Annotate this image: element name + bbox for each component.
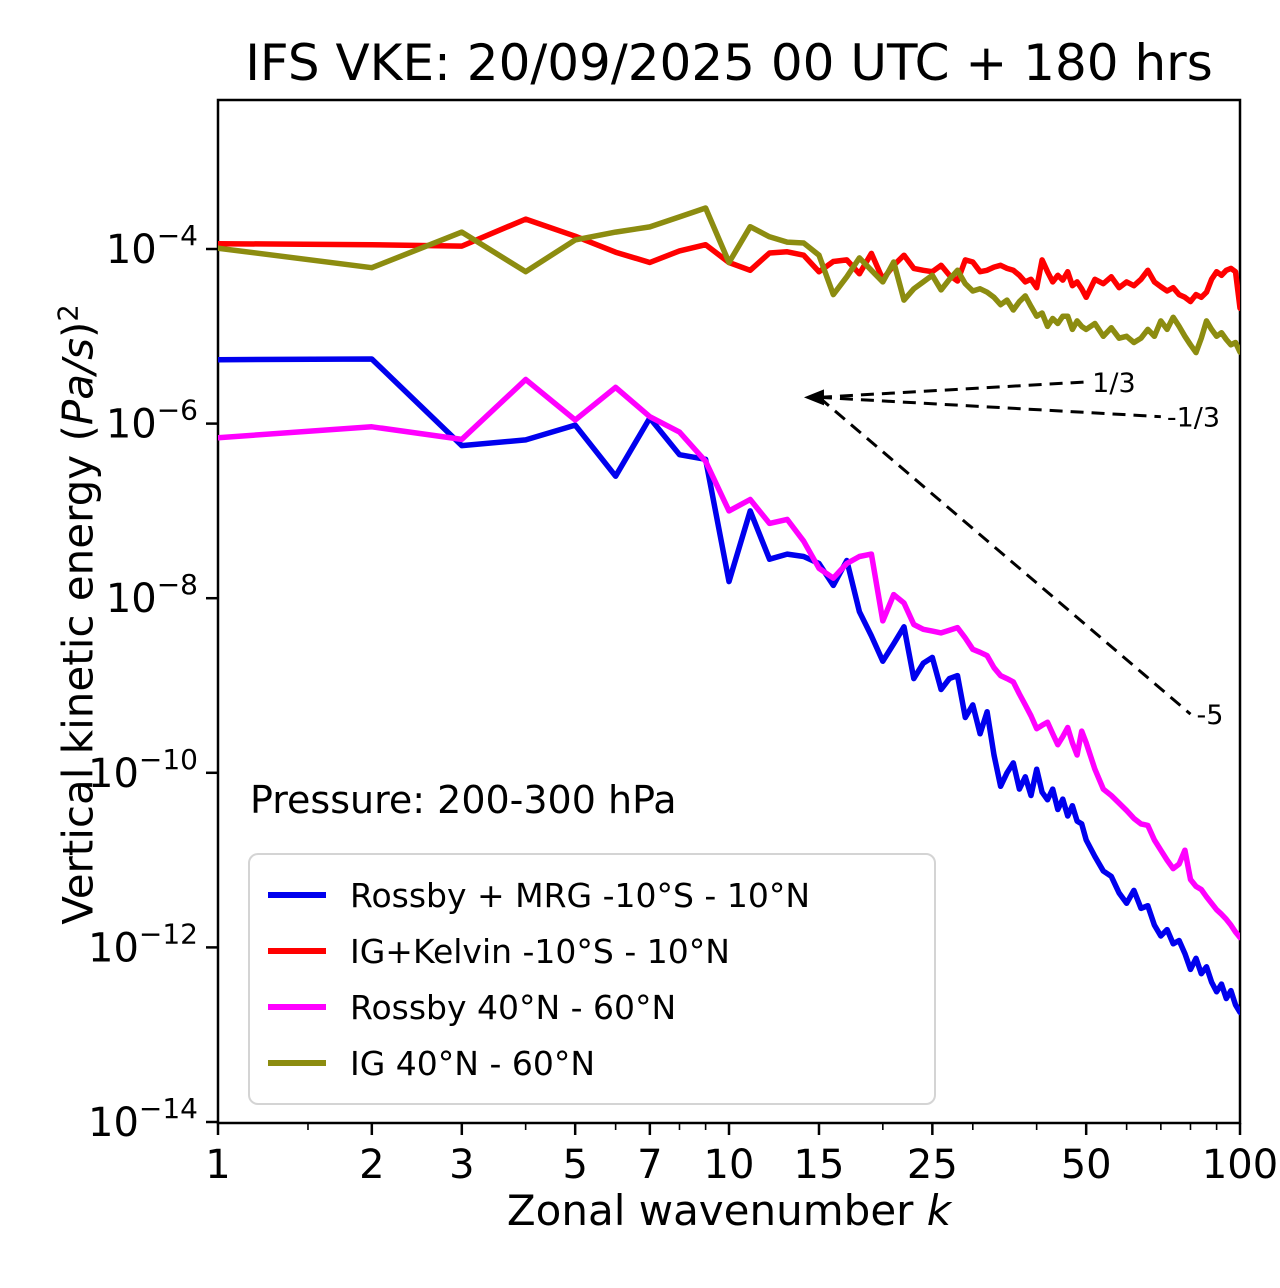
x-axis-label-symbol: k bbox=[926, 1186, 952, 1235]
series-line-ig-kelvin-10-s-10-n bbox=[218, 216, 1240, 311]
legend-label: Rossby + MRG -10°S - 10°N bbox=[350, 875, 811, 915]
legend-label: IG+Kelvin -10°S - 10°N bbox=[350, 931, 730, 971]
legend: Rossby + MRG -10°S - 10°N IG+Kelvin -10°S… bbox=[248, 853, 936, 1105]
y-axis-label-units: Pa/s bbox=[53, 337, 103, 426]
y-axis-label-close: ) bbox=[53, 321, 103, 338]
y-tick-label: 10−8 bbox=[106, 568, 198, 622]
y-tick-label: 10−12 bbox=[88, 917, 198, 971]
figure-title: IFS VKE: 20/09/2025 00 UTC + 180 hrs bbox=[245, 34, 1213, 92]
legend-swatch-icon bbox=[268, 948, 326, 954]
series-line-rossby-40-n-60-n bbox=[218, 376, 1240, 941]
slope-ref-label: 1/3 bbox=[1092, 368, 1135, 399]
x-axis-label-text: Zonal wavenumber bbox=[506, 1186, 927, 1235]
y-tick-label: 10−4 bbox=[106, 219, 198, 273]
x-tick-label: 15 bbox=[794, 1142, 845, 1188]
legend-item: IG 40°N - 60°N bbox=[268, 1044, 916, 1083]
legend-label: Rossby 40°N - 60°N bbox=[350, 987, 677, 1027]
y-axis-label-prefix: Vertical kinetic energy ( bbox=[53, 425, 103, 925]
slope-ref-label: -1/3 bbox=[1167, 403, 1220, 434]
slope-reference-labels: 1/3 -1/3 -5 bbox=[803, 368, 1223, 731]
slope-ref-label: -5 bbox=[1196, 700, 1223, 731]
series-line-ig-40-n-60-n bbox=[218, 205, 1240, 356]
x-axis-label: Zonal wavenumber k bbox=[218, 1186, 1240, 1235]
x-tick-label: 50 bbox=[1061, 1142, 1112, 1188]
slope-ref-line-1/3 bbox=[818, 380, 1087, 399]
series-lines bbox=[218, 205, 1240, 1016]
x-tick-label: 10 bbox=[704, 1142, 755, 1188]
legend-item: Rossby 40°N - 60°N bbox=[268, 988, 916, 1027]
legend-swatch-icon bbox=[268, 1060, 326, 1066]
legend-item: Rossby + MRG -10°S - 10°N bbox=[268, 876, 916, 915]
x-tick-label: 3 bbox=[449, 1142, 474, 1188]
x-tick-label: 2 bbox=[359, 1142, 384, 1188]
legend-item: IG+Kelvin -10°S - 10°N bbox=[268, 932, 916, 971]
x-tick-label: 100 bbox=[1202, 1142, 1278, 1188]
slope-ref-line--5 bbox=[818, 396, 1192, 716]
y-axis-label-exponent: 2 bbox=[53, 304, 85, 322]
series-line-rossby-mrg-10-s-10-n bbox=[218, 356, 1240, 1016]
legend-swatch-icon bbox=[268, 892, 326, 898]
y-axis-label: Vertical kinetic energy (Pa/s)2 bbox=[54, 255, 103, 975]
slope-reference-lines bbox=[818, 380, 1192, 716]
ref-origin-arrowhead-icon bbox=[803, 389, 824, 406]
y-tick-label: 10−6 bbox=[106, 394, 198, 448]
legend-swatch-icon bbox=[268, 1004, 326, 1010]
x-tick-label: 1 bbox=[205, 1142, 230, 1188]
y-tick-label: 10−14 bbox=[88, 1092, 198, 1146]
pressure-annotation: Pressure: 200-300 hPa bbox=[250, 778, 677, 822]
x-tick-label: 7 bbox=[637, 1142, 662, 1188]
slope-ref-line--1/3 bbox=[818, 395, 1161, 419]
x-tick-label: 25 bbox=[907, 1142, 958, 1188]
y-tick-label: 10−10 bbox=[88, 743, 198, 797]
legend-label: IG 40°N - 60°N bbox=[350, 1043, 596, 1083]
y-axis-ticks: 10−4 10−6 10−8 10−10 10−12 10−14 bbox=[88, 219, 218, 1146]
x-tick-label: 5 bbox=[562, 1142, 587, 1188]
x-axis-ticks: 1 2 3 5 7 10 15 25 50 100 bbox=[205, 1123, 1278, 1188]
